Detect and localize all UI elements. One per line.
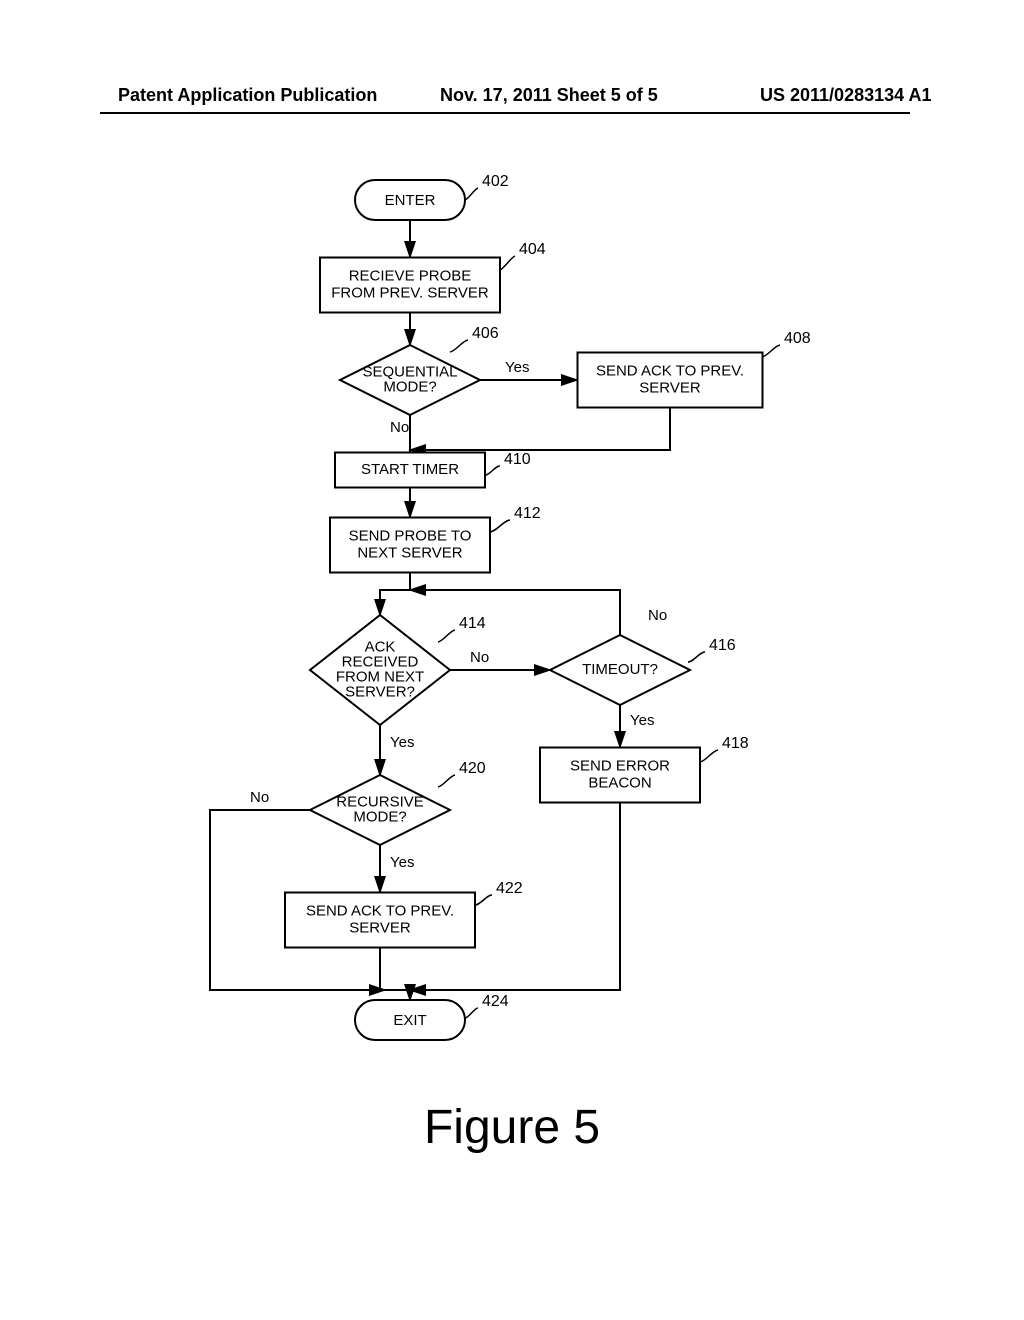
- ref-label-404: 404: [519, 241, 546, 258]
- svg-text:START TIMER: START TIMER: [361, 461, 459, 478]
- svg-text:FROM PREV. SERVER: FROM PREV. SERVER: [331, 284, 489, 301]
- figure-title: Figure 5: [0, 1100, 1024, 1155]
- ref-leader: [700, 750, 718, 762]
- ref-label-422: 422: [496, 880, 523, 897]
- ref-label-416: 416: [709, 637, 736, 654]
- node-n416: TIMEOUT?: [550, 635, 690, 705]
- node-n408: SEND ACK TO PREV.SERVER: [578, 353, 763, 408]
- header-rule: [100, 112, 910, 114]
- header-publication: Patent Application Publication: [118, 85, 377, 106]
- svg-text:No: No: [648, 607, 667, 624]
- svg-text:No: No: [390, 419, 409, 436]
- node-n418: SEND ERRORBEACON: [540, 748, 700, 803]
- node-n424: EXIT: [355, 1000, 465, 1040]
- svg-text:SEND ERROR: SEND ERROR: [570, 757, 670, 774]
- svg-text:SEND PROBE TO: SEND PROBE TO: [349, 527, 472, 544]
- svg-text:Yes: Yes: [390, 854, 414, 871]
- ref-label-402: 402: [482, 173, 509, 190]
- ref-leader: [438, 775, 455, 787]
- ref-label-412: 412: [514, 505, 541, 522]
- svg-text:Yes: Yes: [390, 734, 414, 751]
- svg-text:SERVER?: SERVER?: [345, 683, 415, 700]
- ref-leader: [762, 345, 780, 357]
- node-n412: SEND PROBE TONEXT SERVER: [330, 518, 490, 573]
- svg-text:MODE?: MODE?: [383, 378, 436, 395]
- svg-text:No: No: [250, 789, 269, 806]
- svg-text:SERVER: SERVER: [349, 919, 411, 936]
- svg-text:NEXT SERVER: NEXT SERVER: [357, 544, 462, 561]
- ref-leader: [688, 652, 705, 662]
- edge: [380, 573, 410, 615]
- ref-leader: [490, 520, 510, 532]
- ref-leader: [450, 340, 468, 352]
- svg-text:SEND ACK TO PREV.: SEND ACK TO PREV.: [306, 902, 454, 919]
- header-patent-number: US 2011/0283134 A1: [760, 85, 931, 106]
- svg-text:ENTER: ENTER: [385, 192, 436, 209]
- ref-label-406: 406: [472, 325, 499, 342]
- ref-label-420: 420: [459, 760, 486, 777]
- ref-label-414: 414: [459, 615, 486, 632]
- ref-leader: [465, 1008, 478, 1018]
- svg-text:EXIT: EXIT: [393, 1012, 426, 1029]
- svg-text:BEACON: BEACON: [588, 774, 651, 791]
- svg-text:Yes: Yes: [505, 359, 529, 376]
- svg-text:SERVER: SERVER: [639, 379, 701, 396]
- edge: [380, 948, 410, 1000]
- node-n402: ENTER: [355, 180, 465, 220]
- node-n420: RECURSIVEMODE?: [310, 775, 450, 845]
- ref-label-410: 410: [504, 451, 531, 468]
- svg-text:Yes: Yes: [630, 712, 654, 729]
- svg-text:RECIEVE PROBE: RECIEVE PROBE: [349, 267, 472, 284]
- node-n414: ACKRECEIVEDFROM NEXTSERVER?: [310, 615, 450, 725]
- patent-page: Patent Application Publication Nov. 17, …: [0, 0, 1024, 1320]
- svg-text:TIMEOUT?: TIMEOUT?: [582, 661, 658, 678]
- node-n404: RECIEVE PROBEFROM PREV. SERVER: [320, 258, 500, 313]
- edge: [410, 407, 670, 450]
- ref-label-424: 424: [482, 993, 509, 1010]
- header-date-sheet: Nov. 17, 2011 Sheet 5 of 5: [440, 85, 658, 106]
- ref-leader: [438, 630, 455, 642]
- ref-label-418: 418: [722, 735, 749, 752]
- svg-text:SEND ACK TO PREV.: SEND ACK TO PREV.: [596, 362, 744, 379]
- node-n422: SEND ACK TO PREV.SERVER: [285, 893, 475, 948]
- svg-text:MODE?: MODE?: [353, 808, 406, 825]
- ref-leader: [485, 466, 500, 475]
- svg-text:No: No: [470, 649, 489, 666]
- ref-label-408: 408: [784, 330, 811, 347]
- flowchart-svg: Yes No No No Yes Yes No Yes ENTER RECIEVE PROBEF…: [90, 150, 930, 1070]
- ref-leader: [465, 188, 478, 200]
- node-n410: START TIMER: [335, 453, 485, 488]
- ref-leader: [475, 895, 492, 905]
- node-n406: SEQUENTIALMODE?: [340, 345, 480, 415]
- edge: [410, 590, 620, 635]
- ref-leader: [500, 256, 515, 270]
